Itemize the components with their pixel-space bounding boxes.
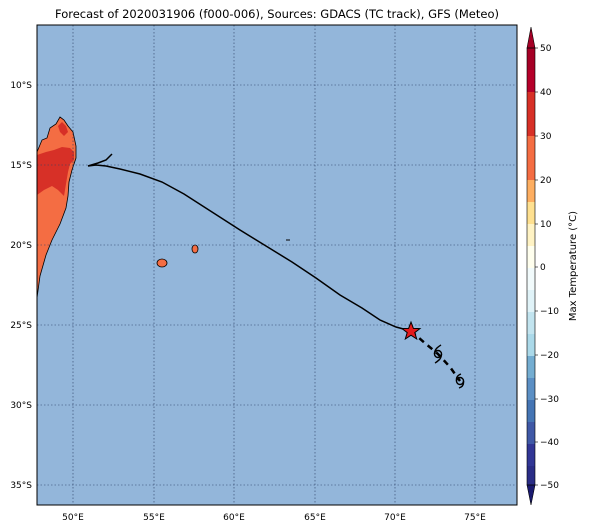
colorbar-tick-label: 30: [540, 132, 552, 142]
lat-tick-label: 10°S: [10, 81, 32, 91]
lat-tick-label: 35°S: [10, 481, 32, 491]
colorbar-tick-label: −10: [540, 307, 559, 317]
madagascar-hot-north: [58, 122, 68, 136]
lon-tick-label: 70°E: [384, 513, 406, 523]
lon-tick-label: 50°E: [62, 513, 84, 523]
cyclone-forecast-icon: [433, 344, 443, 364]
colorbar-tick-label: −40: [540, 438, 559, 448]
colorbar-tick-label: 0: [540, 263, 546, 273]
mauritius-island: [191, 244, 199, 254]
colorbar: [526, 26, 538, 506]
map-frame: [36, 24, 518, 506]
lon-tick-label: 60°E: [223, 513, 245, 523]
lat-tick-label: 25°S: [10, 321, 32, 331]
tc-past-track: [87, 153, 412, 332]
colorbar-min-extend: [527, 485, 535, 505]
lat-tick-label: 15°S: [10, 161, 32, 171]
colorbar-tick-label: 20: [540, 176, 552, 186]
lon-tick-label: 65°E: [304, 513, 326, 523]
colorbar-label: Max Temperature (°C): [568, 211, 579, 321]
current-position-star: [400, 320, 422, 341]
map-title: Forecast of 2020031906 (f000-006), Sourc…: [55, 7, 499, 21]
gridlines: [37, 25, 517, 505]
lon-tick-label: 55°E: [143, 513, 165, 523]
ocean: [37, 25, 517, 505]
colorbar-max-extend: [527, 27, 535, 48]
cyclone-forecast-icon: [455, 373, 465, 389]
colorbar-tick-label: 40: [540, 88, 552, 98]
reunion-island: [156, 258, 168, 268]
colorbar-tick-label: −20: [540, 351, 559, 361]
colorbar-tick-label: −30: [540, 395, 559, 405]
colorbar-tick-label: 10: [540, 220, 552, 230]
madagascar-hot-region: [37, 147, 74, 196]
lon-tick-label: 75°E: [464, 513, 486, 523]
lat-tick-label: 20°S: [10, 241, 32, 251]
lat-tick-label: 30°S: [10, 401, 32, 411]
colorbar-tick-label: −50: [540, 481, 559, 491]
tc-forecast-track: [410, 330, 462, 382]
colorbar-tick-label: 50: [540, 44, 552, 54]
